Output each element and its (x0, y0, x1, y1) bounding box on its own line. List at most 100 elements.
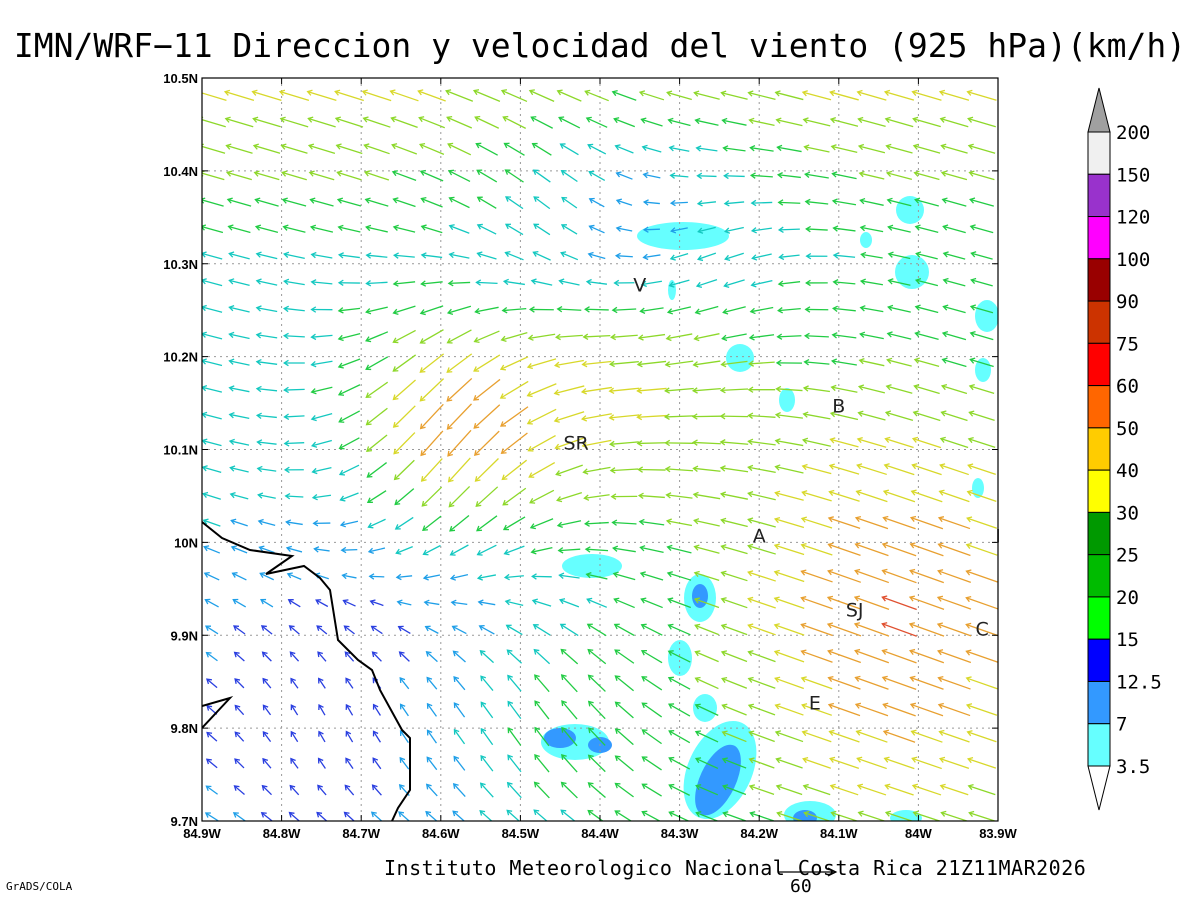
wind-arrow-head (803, 359, 810, 366)
wind-arrow-head (970, 251, 977, 258)
wind-arrow (884, 783, 914, 796)
wind-arrow (695, 811, 718, 821)
wind-arrow-head (280, 143, 287, 150)
wind-arrow (856, 463, 887, 476)
wind-arrow-shaft (888, 253, 911, 260)
wind-arrow (202, 304, 223, 313)
colorbar-label: 40 (1116, 460, 1139, 482)
wind-arrow-head (228, 412, 235, 419)
wind-arrow-shaft (290, 704, 299, 716)
wind-arrow (365, 224, 388, 233)
wind-arrow-head (777, 199, 784, 206)
wind-arrow-head (721, 757, 728, 764)
wind-arrow (608, 360, 639, 368)
wind-arrow-head (532, 250, 539, 257)
wind-arrow-head (693, 570, 700, 578)
wind-arrow-shaft (855, 517, 889, 530)
wind-arrow-shaft (501, 459, 528, 480)
wind-arrow (281, 197, 307, 207)
wind-arrow-shaft (505, 600, 524, 606)
wind-arrow-shaft (227, 171, 252, 181)
wind-arrow-shaft (694, 545, 720, 554)
wind-arrow-shaft (909, 596, 945, 611)
wind-arrow (399, 677, 410, 690)
wind-arrow-head (859, 331, 866, 338)
wind-arrow (362, 116, 391, 128)
wind-arrow-shaft (966, 570, 998, 583)
wind-arrow-head (393, 448, 400, 455)
wind-arrow (885, 143, 913, 154)
wind-arrow-shaft (968, 464, 996, 475)
wind-arrow (426, 729, 437, 744)
wind-arrow-head (206, 704, 213, 711)
wind-arrow-head (587, 727, 594, 734)
wind-arrow (693, 90, 720, 100)
wind-arrow (345, 757, 354, 769)
wind-arrow-head (283, 466, 290, 474)
wind-arrow-shaft (529, 489, 555, 504)
wind-arrow-head (968, 170, 975, 177)
wind-arrow (339, 520, 359, 528)
wind-arrow-shaft (507, 754, 522, 773)
wind-arrow-shaft (910, 676, 944, 690)
wind-arrow-shaft (775, 439, 804, 447)
wind-arrow-head (965, 703, 973, 710)
wind-arrow (372, 703, 381, 716)
wind-arrow-head (499, 364, 507, 371)
wind-arrow-head (561, 754, 567, 760)
wind-arrow (641, 144, 662, 153)
wind-arrow-shaft (915, 279, 939, 287)
wind-arrow-shaft (581, 386, 613, 393)
wind-arrow-shaft (477, 544, 497, 556)
wind-arrow (664, 360, 694, 368)
wind-arrow-shaft (225, 117, 254, 128)
wind-arrow-shaft (202, 306, 223, 313)
wind-arrow-shaft (642, 811, 661, 821)
wind-arrow-head (531, 573, 537, 580)
wind-arrow (587, 754, 606, 773)
wind-arrow (774, 730, 804, 743)
wind-arrow-head (773, 623, 780, 630)
wind-arrow (697, 226, 716, 234)
wind-arrow-shaft (449, 197, 470, 209)
wind-arrow-head (802, 756, 809, 764)
wind-arrow (419, 378, 445, 402)
speed-patch (896, 196, 924, 224)
wind-arrow-head (614, 649, 621, 655)
wind-arrow (882, 515, 916, 530)
wind-arrow (611, 306, 637, 314)
wind-arrow (336, 170, 362, 181)
wind-arrow-head (909, 648, 916, 655)
wind-arrow (556, 520, 582, 529)
wind-arrow-shaft (559, 280, 580, 286)
wind-arrow (561, 726, 578, 747)
wind-arrow (615, 198, 633, 206)
wind-arrow-shaft (612, 521, 637, 525)
wind-arrow (830, 144, 858, 154)
wind-arrow-head (234, 678, 241, 684)
wind-arrow-head (588, 224, 595, 231)
wind-arrow-head (939, 436, 946, 443)
wind-arrow-shaft (611, 334, 638, 338)
wind-arrow-shaft (289, 785, 300, 796)
wind-arrow-shaft (259, 546, 275, 554)
wind-arrow-head (584, 546, 591, 553)
wind-arrow (663, 413, 694, 421)
wind-arrow-shaft (561, 197, 578, 209)
wind-arrow-head (694, 308, 701, 315)
wind-arrow-shaft (857, 438, 887, 448)
wind-arrow-head (473, 450, 480, 456)
wind-arrow (420, 224, 443, 234)
wind-arrow (913, 383, 940, 395)
wind-arrow-head (969, 330, 976, 338)
wind-arrow-head (860, 251, 867, 259)
wind-arrow (474, 458, 499, 482)
wind-arrow-shaft (507, 675, 522, 692)
wind-arrow-shaft (774, 650, 805, 663)
wind-arrow-head (967, 116, 974, 123)
wind-arrow (502, 487, 527, 506)
wind-arrow-shaft (803, 758, 831, 769)
wind-arrow-shaft (610, 361, 639, 365)
wind-arrow-head (366, 497, 373, 503)
wind-arrow-shaft (910, 517, 944, 530)
